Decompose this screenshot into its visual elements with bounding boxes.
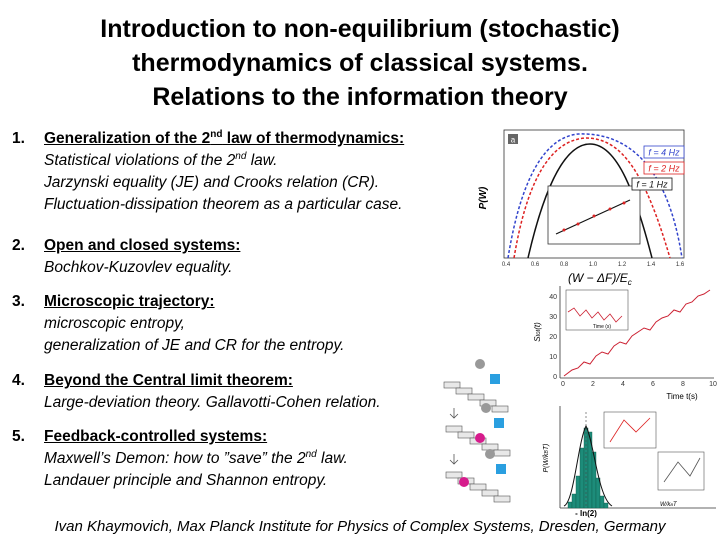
histogram-bars — [567, 427, 609, 509]
svg-text:0.4: 0.4 — [502, 262, 511, 268]
list-item: 2. Open and closed systems: Bochkov-Kuzo… — [12, 236, 482, 286]
legend-f2-box — [643, 161, 685, 175]
inset-frame-2 — [657, 451, 705, 491]
inset-1-trace — [609, 417, 651, 443]
figure-work-histogram: P(W/kBT) - ln(2) W/kBT — [540, 402, 720, 518]
svg-text:0: 0 — [561, 381, 565, 388]
item-number: 1. — [12, 130, 25, 147]
demon-head-1 — [475, 359, 485, 369]
demon-body-1 — [490, 374, 500, 384]
item-line: Jarzynski equality (JE) and Crooks relat… — [44, 174, 380, 191]
title-line-1: Introduction to non-equilibrium (stochas… — [100, 15, 620, 43]
item-line: Landauer principle and Shannon entropy. — [44, 472, 328, 489]
list-item: 4. Beyond the Central limit theorem: Lar… — [12, 371, 482, 421]
x-tick-labels: 0.4 0.6 0.8 1.0 1.2 1.4 1.6 — [502, 262, 685, 268]
maxwell-demon-illustration — [443, 359, 511, 503]
svg-text:10: 10 — [709, 381, 717, 388]
svg-text:20: 20 — [549, 334, 557, 341]
item-heading: Microscopic trajectory: — [44, 293, 215, 310]
inset-frame — [565, 289, 629, 331]
title-line-2: thermodynamics of classical systems. — [132, 49, 588, 77]
legend-f1-box — [631, 177, 673, 191]
particle-2 — [475, 433, 485, 443]
x-axis-label-right: W/kBT — [660, 502, 678, 508]
item-number: 5. — [12, 428, 25, 445]
inset-2-trace — [663, 457, 701, 483]
legend-f4: f = 4 Hz — [648, 148, 680, 158]
curve-f2 — [513, 137, 671, 259]
y-axis-label: P(W/kBT) — [543, 443, 550, 472]
staircase-3 — [445, 471, 511, 503]
svg-text:1.0: 1.0 — [589, 262, 598, 268]
list-item: 1. Generalization of the 2nd law of ther… — [12, 129, 482, 229]
list-item: 5. Feedback-controlled systems: Maxwell’… — [12, 427, 482, 497]
svg-text:10: 10 — [549, 354, 557, 361]
y-tick-labels: 40 30 20 10 0 — [549, 294, 557, 381]
svg-text:2: 2 — [591, 381, 595, 388]
panel-label-box — [508, 134, 518, 144]
svg-text:0.6: 0.6 — [531, 262, 540, 268]
entropy-trajectory-plot: 40 30 20 10 0 0 2 4 6 8 10 Stot(t) Time … — [533, 286, 717, 401]
item-line: microscopic entropy, — [44, 315, 185, 332]
staircase-1 — [443, 381, 509, 413]
work-histogram-plot: P(W/kBT) - ln(2) W/kBT — [543, 406, 716, 518]
curve-f4 — [507, 133, 683, 259]
entropy-trace — [563, 289, 711, 377]
footer-affiliation: Ivan Khaymovich, Max Planck Institute fo… — [54, 518, 666, 535]
item-line: Large-deviation theory. Gallavotti-Cohen… — [44, 394, 381, 411]
svg-text:1.6: 1.6 — [676, 262, 685, 268]
inset-x-label: Time (s) — [593, 324, 611, 330]
demon-head-3 — [485, 449, 495, 459]
x-tick-labels: 0 2 4 6 8 10 — [561, 381, 717, 388]
figure-entropy-trajectory: 40 30 20 10 0 0 2 4 6 8 10 Stot(t) Time … — [532, 282, 720, 402]
svg-text:4: 4 — [621, 381, 625, 388]
inset-trace — [567, 307, 623, 323]
svg-text:1.2: 1.2 — [618, 262, 627, 268]
svg-text:6: 6 — [651, 381, 655, 388]
list-item: 3. Microscopic trajectory: microscopic e… — [12, 292, 482, 362]
item-heading: Generalization of the 2nd law of thermod… — [44, 129, 405, 148]
svg-text:0: 0 — [553, 374, 557, 381]
item-heading: Beyond the Central limit theorem: — [44, 372, 293, 389]
svg-text:8: 8 — [681, 381, 685, 388]
demon-body-3 — [496, 464, 506, 474]
x-axis-label: (W − ΔF)/Ec — [568, 271, 632, 286]
item-number: 4. — [12, 372, 25, 389]
item-line: generalization of JE and CR for the entr… — [44, 337, 345, 354]
demon-head-2 — [481, 403, 491, 413]
item-line: Bochkov-Kuzovlev equality. — [44, 259, 233, 276]
inset-frame-1 — [603, 411, 657, 449]
svg-text:40: 40 — [549, 294, 557, 301]
work-distribution-plot: a f = 4 Hz f = 2 Hz f = 1 Hz P(W) 0.4 0.… — [478, 129, 685, 287]
legend-f4-box — [643, 145, 685, 159]
demon-body-2 — [494, 418, 504, 428]
x-axis-label: Time t(s) — [666, 392, 698, 401]
slide-title: Introduction to non-equilibrium (stochas… — [20, 12, 700, 114]
item-line: Statistical violations of the 2nd law. — [44, 151, 278, 170]
x-axis-label-bottom: - ln(2) — [575, 509, 597, 518]
legend-f2: f = 2 Hz — [648, 164, 680, 174]
figure-work-distribution: a f = 4 Hz f = 2 Hz f = 1 Hz P(W) 0.4 0.… — [478, 126, 714, 287]
y-axis-label: Stot(t) — [533, 322, 542, 342]
legend-f1: f = 1 Hz — [636, 180, 668, 190]
item-line: Fluctuation-dissipation theorem as a par… — [44, 196, 403, 213]
item-heading: Feedback-controlled systems: — [44, 428, 268, 445]
particle-3 — [459, 477, 469, 487]
item-number: 3. — [12, 293, 25, 310]
item-number: 2. — [12, 237, 25, 254]
svg-text:30: 30 — [549, 314, 557, 321]
figure-maxwell-demon — [440, 356, 548, 516]
svg-text:1.4: 1.4 — [647, 262, 656, 268]
item-heading: Open and closed systems: — [44, 237, 241, 254]
item-line: Maxwell’s Demon: how to ”save” the 2nd l… — [44, 449, 348, 468]
svg-text:0.8: 0.8 — [560, 262, 569, 268]
inset-points — [562, 201, 626, 232]
down-arrows — [449, 408, 459, 465]
panel-label: a — [511, 136, 516, 145]
title-line-3: Relations to the information theory — [152, 83, 568, 111]
y-axis-label: P(W) — [478, 186, 489, 209]
